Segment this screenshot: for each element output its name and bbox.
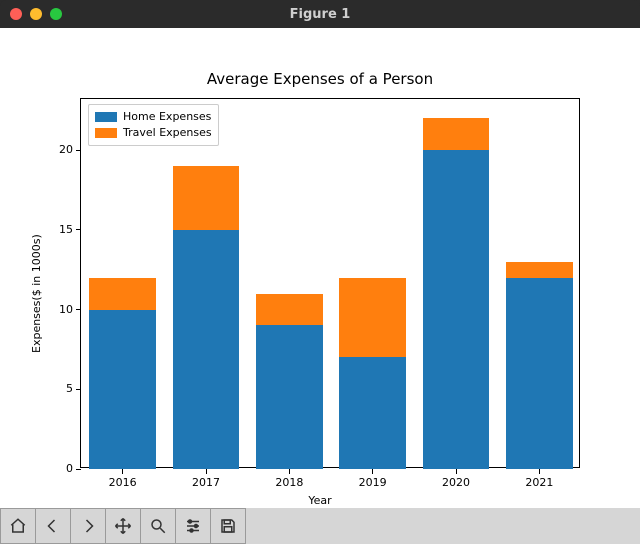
plot-area: 05101520201620172018201920202021 (80, 98, 580, 468)
y-tick (76, 150, 81, 151)
close-icon[interactable] (10, 8, 22, 20)
window-controls (10, 8, 62, 20)
bar-segment (423, 150, 490, 469)
save-icon[interactable] (211, 508, 246, 544)
bar-segment (89, 278, 156, 310)
bar-segment (173, 166, 240, 230)
x-tick-label: 2016 (109, 476, 137, 489)
back-icon[interactable] (36, 508, 71, 544)
legend-swatch (95, 128, 117, 138)
x-tick-label: 2021 (525, 476, 553, 489)
legend: Home ExpensesTravel Expenses (88, 104, 219, 146)
y-axis-label: Expenses($ in 1000s) (30, 234, 43, 353)
bar-segment (256, 294, 323, 326)
x-tick-label: 2020 (442, 476, 470, 489)
y-tick (76, 389, 81, 390)
zoom-icon[interactable] (141, 508, 176, 544)
y-tick-label: 20 (59, 143, 73, 156)
y-tick (76, 229, 81, 230)
x-tick-label: 2018 (275, 476, 303, 489)
forward-icon[interactable] (71, 508, 106, 544)
y-tick-label: 0 (66, 462, 73, 475)
x-axis-label: Year (0, 494, 640, 507)
home-icon[interactable] (0, 508, 36, 544)
maximize-icon[interactable] (50, 8, 62, 20)
y-tick (76, 469, 81, 470)
pan-icon[interactable] (106, 508, 141, 544)
chart-title: Average Expenses of a Person (0, 70, 640, 88)
bar-segment (173, 230, 240, 469)
x-tick (206, 469, 207, 474)
x-tick (539, 469, 540, 474)
legend-swatch (95, 112, 117, 122)
bar-segment (89, 310, 156, 469)
x-tick-label: 2019 (359, 476, 387, 489)
x-tick (122, 469, 123, 474)
legend-item: Travel Expenses (95, 125, 212, 141)
bar-segment (256, 325, 323, 469)
bar-segment (506, 278, 573, 469)
legend-label: Home Expenses (123, 109, 211, 125)
bar-segment (339, 357, 406, 469)
x-tick-label: 2017 (192, 476, 220, 489)
x-tick (372, 469, 373, 474)
x-tick (456, 469, 457, 474)
y-tick-label: 5 (66, 382, 73, 395)
toolbar (0, 508, 640, 544)
minimize-icon[interactable] (30, 8, 42, 20)
configure-icon[interactable] (176, 508, 211, 544)
figure-canvas: Average Expenses of a Person 05101520201… (0, 28, 640, 508)
legend-item: Home Expenses (95, 109, 212, 125)
bar-segment (506, 262, 573, 278)
x-tick (289, 469, 290, 474)
titlebar: Figure 1 (0, 0, 640, 28)
y-tick-label: 15 (59, 223, 73, 236)
figure-window: Figure 1 Average Expenses of a Person 05… (0, 0, 640, 544)
legend-label: Travel Expenses (123, 125, 212, 141)
y-tick (76, 309, 81, 310)
y-tick-label: 10 (59, 303, 73, 316)
bar-segment (423, 118, 490, 150)
window-title: Figure 1 (0, 7, 640, 22)
bar-segment (339, 278, 406, 358)
